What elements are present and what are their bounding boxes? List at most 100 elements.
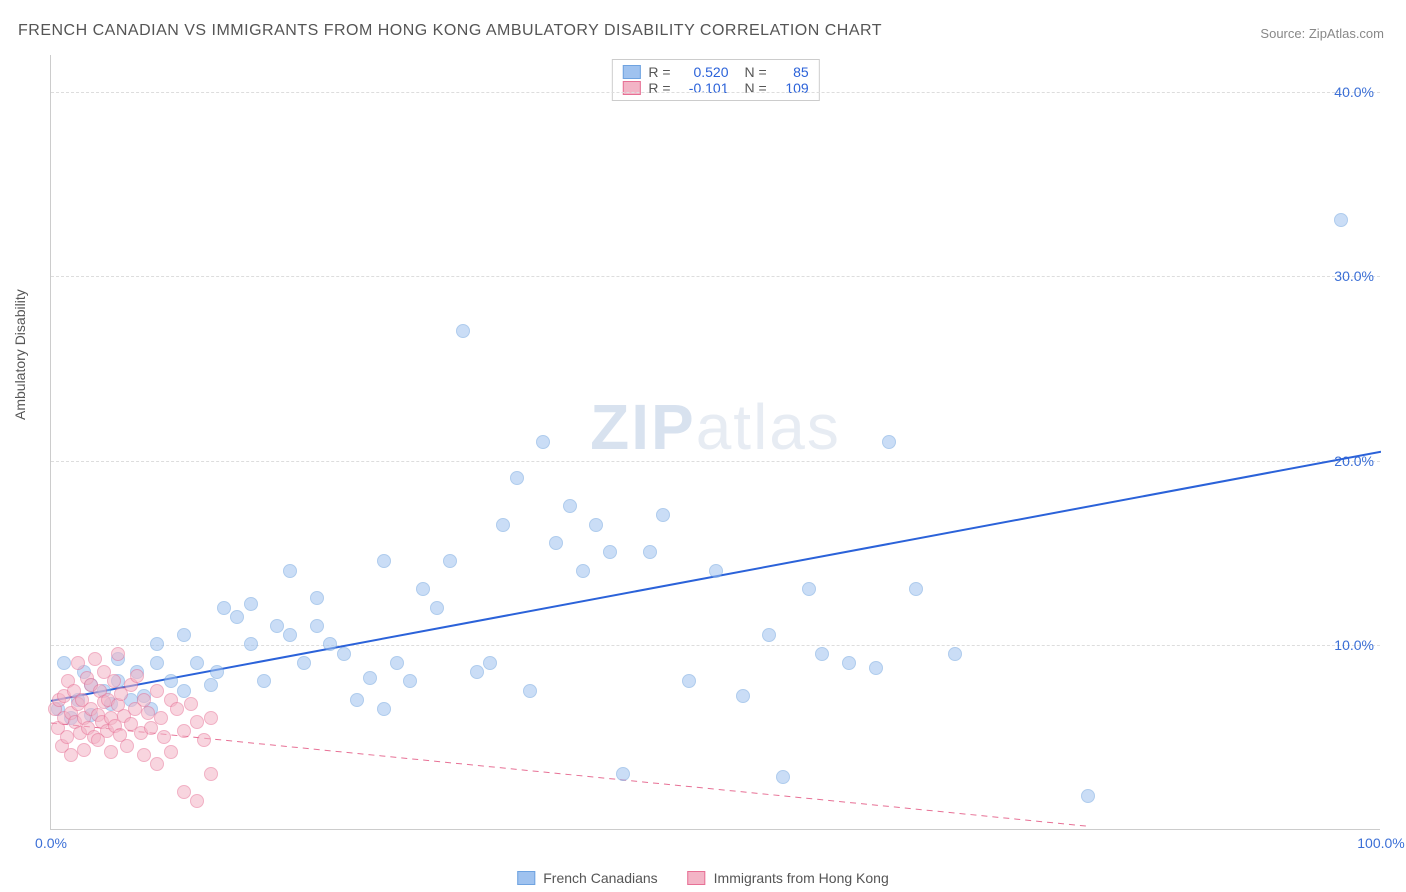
stat-n-label: N = [745,80,767,96]
stat-n-value: 109 [775,80,809,96]
y-axis-label: Ambulatory Disability [12,289,28,420]
y-tick-label: 30.0% [1334,268,1374,284]
data-point [204,678,218,692]
data-point [177,785,191,799]
data-point [443,554,457,568]
data-point [204,767,218,781]
legend-item: French Canadians [517,870,657,886]
stats-row: R =0.520N =85 [622,64,808,80]
data-point [57,656,71,670]
data-point [150,757,164,771]
x-tick-label: 0.0% [35,835,67,851]
data-point [77,743,91,757]
data-point [283,564,297,578]
x-tick-label: 100.0% [1357,835,1404,851]
data-point [204,711,218,725]
series-legend: French Canadians Immigrants from Hong Kon… [517,870,888,886]
data-point [589,518,603,532]
source-name: ZipAtlas.com [1309,26,1384,41]
data-point [1081,789,1095,803]
data-point [244,597,258,611]
data-point [323,637,337,651]
legend-swatch [622,81,640,95]
data-point [111,647,125,661]
data-point [104,745,118,759]
gridline [51,92,1380,93]
data-point [603,545,617,559]
data-point [157,730,171,744]
legend-item: Immigrants from Hong Kong [688,870,889,886]
stat-n-value: 85 [775,64,809,80]
data-point [350,693,364,707]
data-point [310,591,324,605]
data-point [210,665,224,679]
data-point [709,564,723,578]
data-point [869,661,883,675]
legend-swatch [688,871,706,885]
data-point [390,656,404,670]
data-point [150,637,164,651]
data-point [257,674,271,688]
data-point [377,702,391,716]
data-point [682,674,696,688]
data-point [270,619,284,633]
y-tick-label: 10.0% [1334,637,1374,653]
data-point [190,794,204,808]
data-point [909,582,923,596]
data-point [184,697,198,711]
data-point [60,730,74,744]
data-point [762,628,776,642]
data-point [244,637,258,651]
watermark-text: ZIPatlas [590,390,841,464]
data-point [523,684,537,698]
data-point [430,601,444,615]
data-point [297,656,311,670]
data-point [815,647,829,661]
trendlines-layer [51,55,1381,830]
source-label: Source: [1260,26,1305,41]
stat-r-label: R = [648,80,670,96]
data-point [107,674,121,688]
data-point [164,674,178,688]
y-tick-label: 40.0% [1334,84,1374,100]
data-point [197,733,211,747]
correlation-stats-box: R =0.520N =85R = -0.101 N = 109 [611,59,819,101]
data-point [154,711,168,725]
data-point [776,770,790,784]
data-point [549,536,563,550]
stat-r-value: -0.101 [679,80,729,96]
legend-swatch [622,65,640,79]
data-point [510,471,524,485]
data-point [416,582,430,596]
stats-row: R = -0.101 N = 109 [622,80,808,96]
data-point [170,702,184,716]
data-point [130,669,144,683]
data-point [310,619,324,633]
data-point [164,745,178,759]
data-point [137,748,151,762]
data-point [120,739,134,753]
gridline [51,461,1380,462]
data-point [283,628,297,642]
source-attribution: Source: ZipAtlas.com [1260,26,1384,41]
data-point [150,684,164,698]
data-point [403,674,417,688]
legend-label: French Canadians [543,870,657,886]
scatter-plot-area: ZIPatlas R =0.520N =85R = -0.101 N = 109 10… [50,55,1380,830]
gridline [51,276,1380,277]
data-point [576,564,590,578]
data-point [177,684,191,698]
data-point [483,656,497,670]
data-point [377,554,391,568]
data-point [470,665,484,679]
data-point [536,435,550,449]
data-point [141,706,155,720]
data-point [643,545,657,559]
data-point [363,671,377,685]
data-point [563,499,577,513]
data-point [71,656,85,670]
data-point [948,647,962,661]
data-point [230,610,244,624]
data-point [217,601,231,615]
data-point [88,652,102,666]
